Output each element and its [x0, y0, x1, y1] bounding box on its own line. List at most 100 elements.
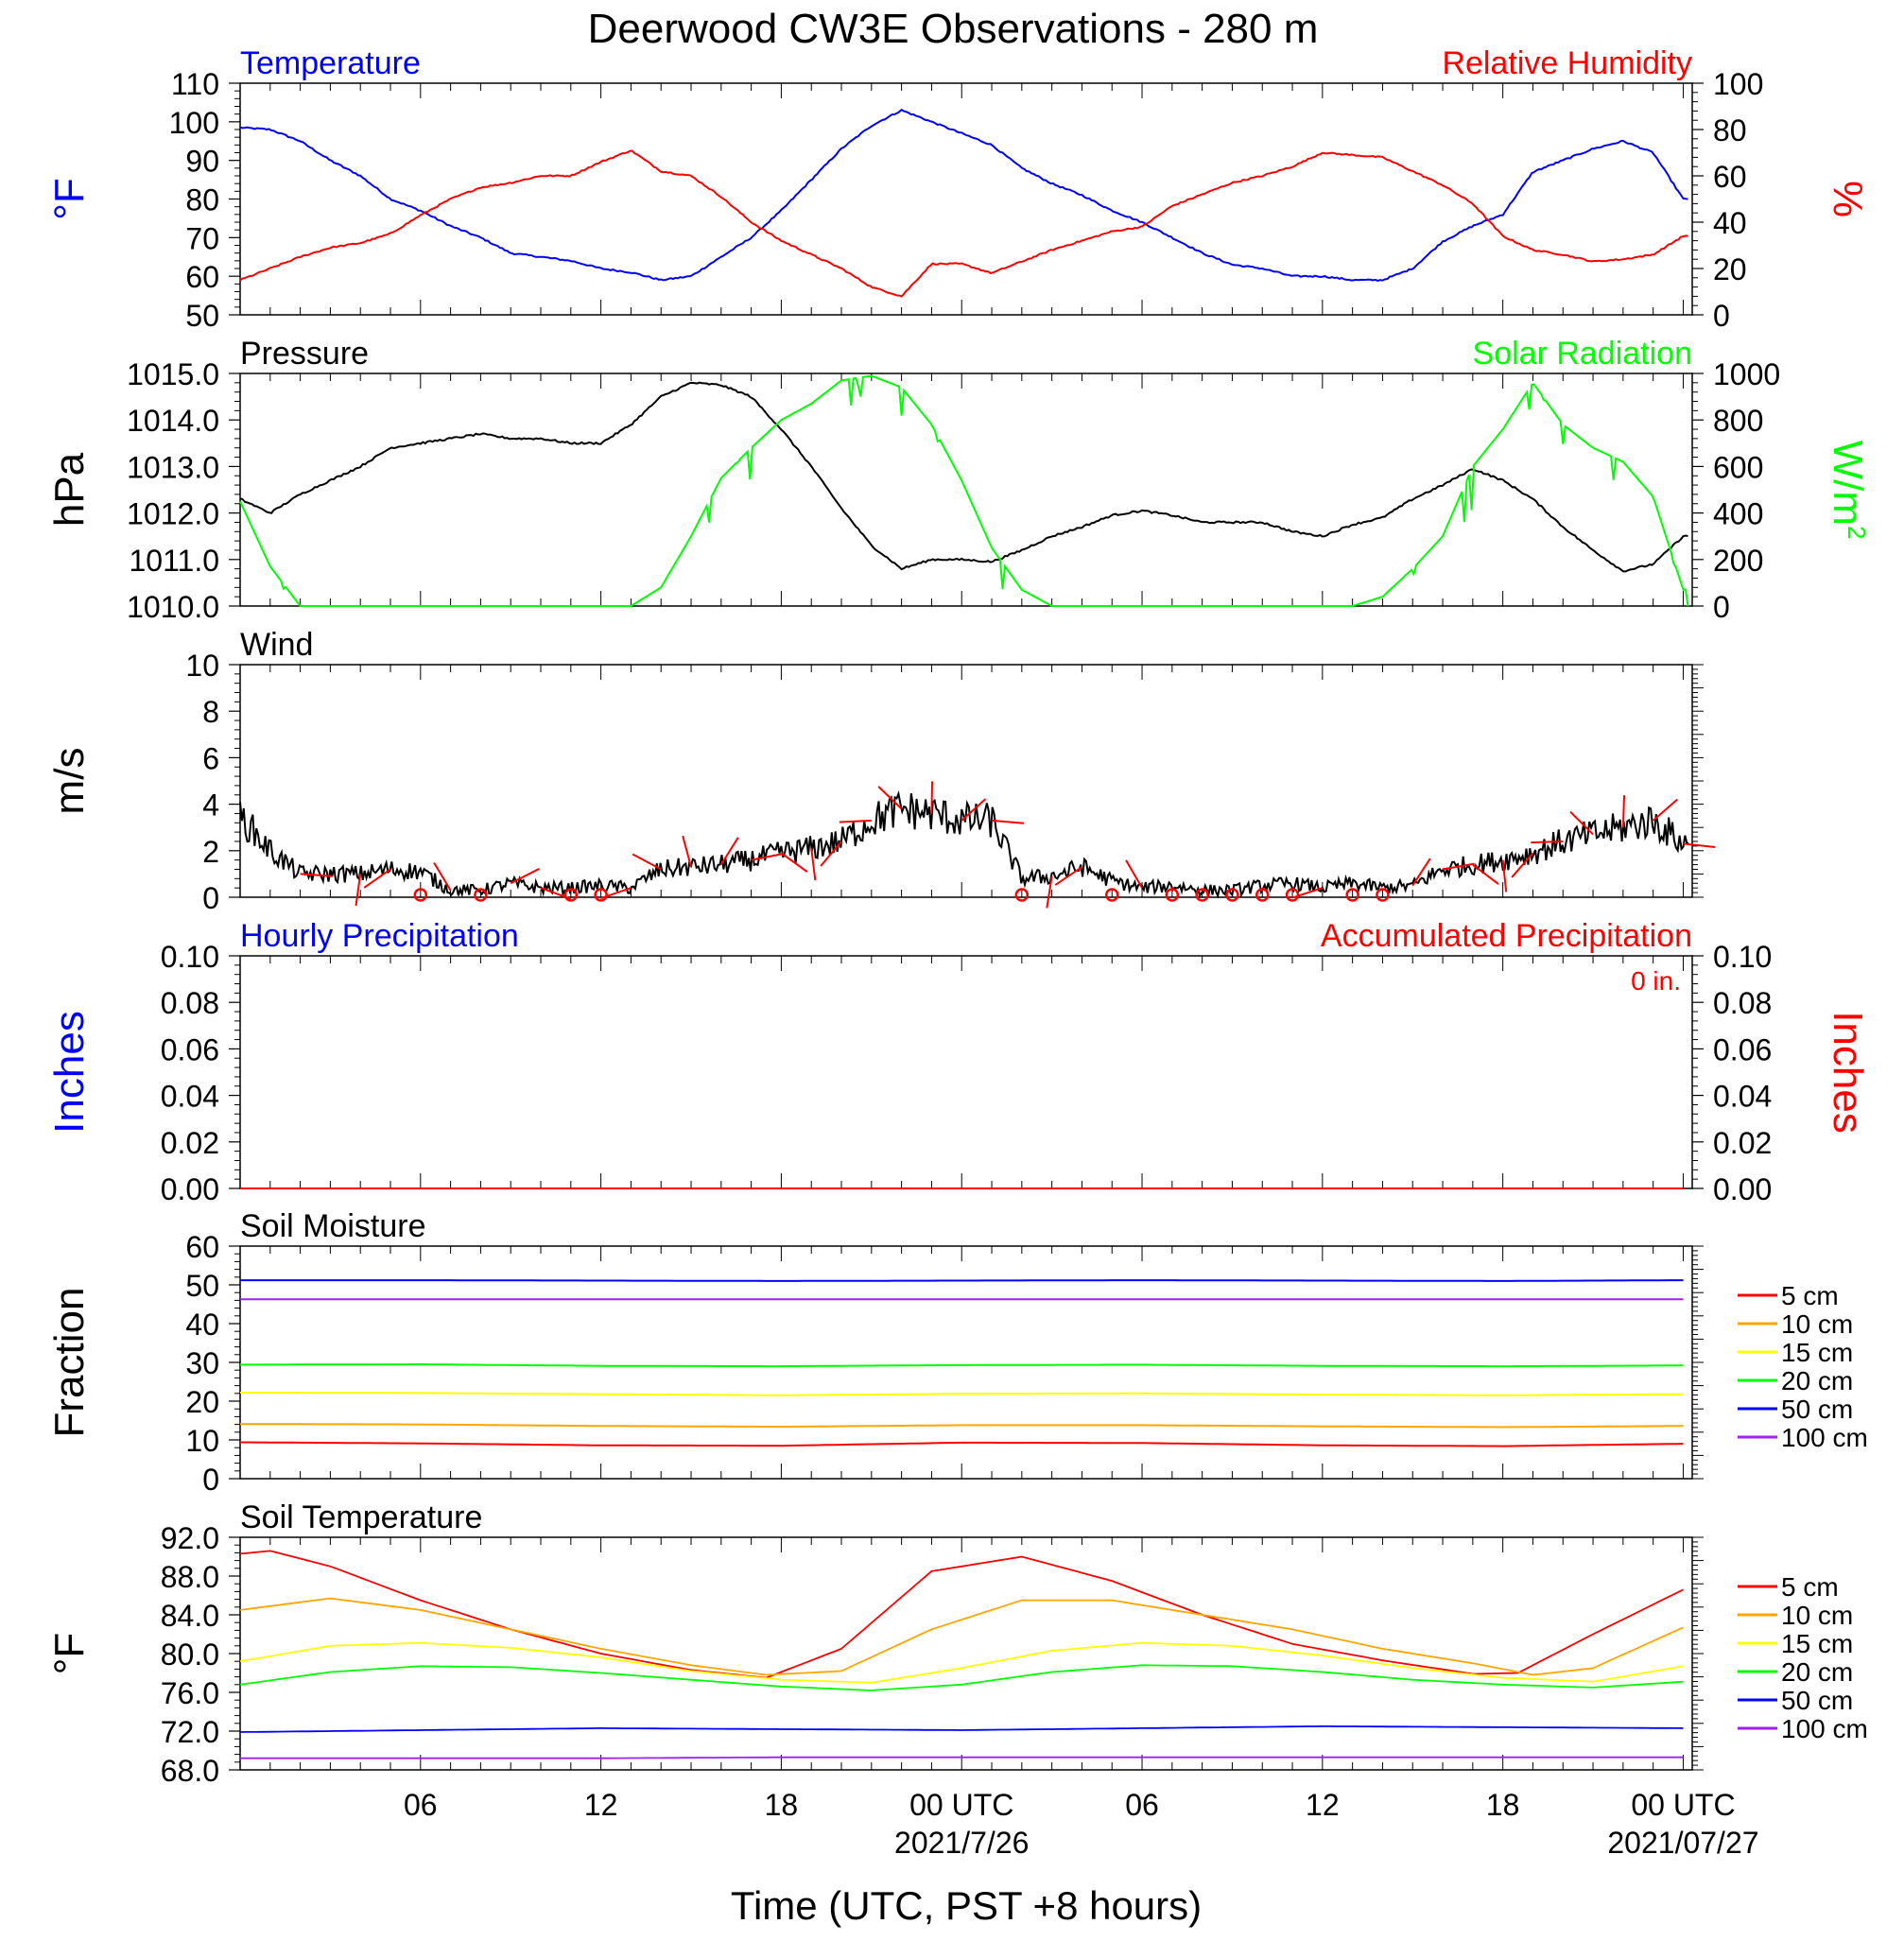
left-tick-label: 0.00	[161, 1172, 219, 1206]
series-line-0	[239, 108, 1688, 282]
legend-label: 15 cm	[1781, 1338, 1853, 1367]
wind-barb	[1531, 840, 1564, 844]
right-tick-label: 0	[1713, 590, 1730, 624]
left-tick-label: 0.08	[161, 986, 219, 1020]
panel-frame	[239, 1536, 1693, 1771]
left-tick-label: 1012.0	[127, 497, 219, 531]
wind-barb	[820, 841, 842, 867]
left-tick-label: 0	[202, 1463, 219, 1497]
panel-temp_rh: 50 60 70 80 90 100 110 0 20 40 60 80 100 Temperature R…	[46, 45, 1871, 333]
right-tick-label: 0	[1713, 299, 1730, 333]
calm-wind-marker	[1345, 888, 1359, 902]
calm-wind-marker	[413, 888, 428, 902]
x-tick-label: 00 UTC	[909, 1788, 1013, 1822]
calm-wind-marker	[594, 888, 608, 902]
x-tick-label: 18	[765, 1788, 799, 1822]
left-axis-label: °F	[46, 178, 93, 219]
series-line-5cm	[239, 1550, 1684, 1679]
left-tick-label: 1014.0	[127, 404, 219, 438]
right-axis-label: Inches	[1825, 1011, 1871, 1134]
panel-precip: 0.00 0.02 0.04 0.06 0.08 0.10 0.00 0.02 0.04 0.06…	[46, 918, 1871, 1206]
series-line-50cm	[239, 1725, 1684, 1733]
left-tick-label: 6	[202, 741, 219, 775]
wind-barb	[839, 819, 872, 823]
series-line-50cm	[240, 1279, 1684, 1282]
panel-left-title: Soil Moisture	[240, 1208, 426, 1244]
series-line-15cm	[240, 1392, 1684, 1396]
series-line-0	[239, 381, 1688, 573]
chart-title: Deerwood CW3E Observations - 280 m	[588, 6, 1319, 52]
left-tick-label: 2	[202, 835, 219, 869]
left-tick-label: 1011.0	[130, 544, 220, 578]
left-tick-label: 60	[185, 260, 219, 294]
right-axis-label: W/m2	[1825, 441, 1871, 540]
right-tick-label: 0.00	[1713, 1172, 1772, 1206]
legend-label: 5 cm	[1781, 1572, 1839, 1602]
legend-label: 10 cm	[1781, 1601, 1853, 1630]
right-tick-label: 400	[1713, 497, 1763, 531]
left-tick-label: 0.10	[161, 940, 219, 974]
right-tick-label: 60	[1713, 160, 1747, 194]
x-tick-label: 18	[1486, 1788, 1520, 1822]
calm-wind-marker	[1104, 888, 1119, 902]
left-axis-label: Inches	[46, 1011, 93, 1134]
series-line-5cm	[240, 1441, 1684, 1447]
left-tick-label: 88.0	[161, 1560, 219, 1594]
series-line-15cm	[239, 1641, 1684, 1684]
series-line-1	[239, 149, 1688, 298]
panel-right-title: Solar Radiation	[1473, 336, 1692, 372]
panel-left-title: Temperature	[240, 45, 421, 81]
left-tick-label: 100	[169, 106, 219, 140]
right-tick-label: 20	[1713, 252, 1747, 286]
wind-barb	[1501, 859, 1508, 893]
series-line-10cm	[239, 1597, 1684, 1676]
x-axis-label: Time (UTC, PST +8 hours)	[731, 1883, 1202, 1928]
left-tick-label: 68.0	[161, 1754, 219, 1788]
right-tick-label: 0.10	[1713, 940, 1772, 974]
wind-barb	[1511, 852, 1534, 878]
left-tick-label: 10	[185, 1424, 219, 1458]
right-tick-label: 40	[1713, 206, 1747, 240]
wind-barb	[1653, 798, 1678, 822]
left-tick-label: 76.0	[161, 1676, 219, 1710]
panel-pressure_solar: 1010.0 1011.0 1012.0 1013.0 1014.0 1015.0 0 200…	[46, 336, 1871, 624]
panel-frame	[239, 955, 1693, 1189]
x-tick-label: 12	[1306, 1788, 1340, 1822]
wind-barb	[433, 861, 452, 892]
x-tick-label: 06	[1125, 1788, 1159, 1822]
panel-right-title: Relative Humidity	[1442, 45, 1692, 81]
wind-barb	[682, 835, 692, 868]
right-tick-label: 1000	[1713, 357, 1780, 391]
x-tick-label: 06	[404, 1788, 438, 1822]
calm-wind-marker	[563, 888, 579, 902]
left-tick-label: 110	[171, 67, 219, 101]
panel-frame	[239, 664, 1693, 898]
left-tick-label: 70	[185, 221, 219, 255]
left-axis-label: °F	[46, 1633, 93, 1674]
right-tick-label: 0.04	[1713, 1080, 1772, 1114]
wind-barb	[877, 786, 903, 810]
left-tick-label: 40	[185, 1308, 219, 1342]
wind-barb	[1411, 858, 1431, 887]
left-tick-label: 1013.0	[127, 450, 219, 484]
left-tick-label: 0.06	[161, 1032, 219, 1066]
legend-label: 100 cm	[1781, 1714, 1868, 1743]
wind-barb	[930, 781, 934, 814]
left-tick-label: 20	[185, 1385, 219, 1419]
right-tick-label: 800	[1713, 404, 1763, 438]
left-tick-label: 60	[185, 1230, 219, 1264]
calm-wind-marker	[1376, 888, 1390, 902]
panel-soil_temp: 68.0 72.0 76.0 80.0 84.0 88.0 92.0 Soil Tempera…	[46, 1499, 1868, 1788]
left-tick-label: 1010.0	[127, 590, 219, 624]
calm-wind-marker	[1195, 888, 1209, 902]
calm-wind-marker	[474, 888, 488, 902]
left-tick-label: 0.04	[161, 1080, 219, 1114]
series-line-0	[239, 790, 1689, 899]
panel-left-title: Wind	[240, 627, 313, 663]
wind-barb	[1125, 859, 1143, 889]
calm-wind-marker	[1165, 888, 1180, 902]
wind-barb	[632, 853, 662, 871]
